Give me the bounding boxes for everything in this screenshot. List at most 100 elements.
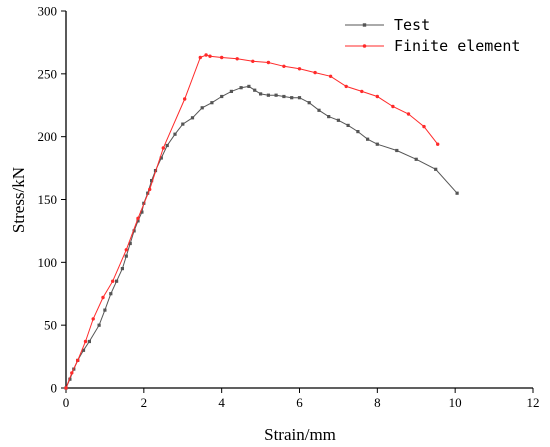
data-point-test (346, 123, 350, 127)
legend-marker-finite-element (362, 44, 367, 48)
data-point-finite-element (111, 279, 115, 283)
data-point-test (282, 94, 286, 99)
data-point-finite-element (91, 317, 95, 321)
data-point-finite-element (328, 74, 333, 79)
data-point-test (336, 118, 340, 122)
data-point-test (253, 88, 257, 92)
y-tick-label: 200 (38, 129, 58, 144)
data-point-finite-element (297, 67, 302, 71)
y-tick-label: 150 (38, 192, 58, 207)
x-tick-label: 8 (374, 395, 381, 410)
data-point-finite-element (183, 97, 187, 101)
data-point-test (109, 292, 113, 296)
data-point-test (395, 148, 399, 153)
data-point-test (356, 130, 360, 134)
legend: Test Finite element (345, 16, 520, 55)
data-point-test (124, 254, 128, 258)
x-tick-label: 4 (218, 395, 225, 410)
data-point-finite-element (204, 53, 208, 57)
data-point-test (290, 96, 294, 100)
data-point-test (173, 132, 177, 136)
data-point-finite-element (70, 371, 74, 375)
data-point-finite-element (148, 187, 152, 192)
data-point-test (87, 339, 91, 344)
data-point-test (375, 142, 379, 146)
data-point-finite-element (436, 142, 440, 146)
legend-label-finite-element: Finite element (394, 37, 520, 55)
data-point-test (247, 84, 251, 88)
data-point-test (366, 137, 370, 141)
y-ticks: 0 50 100 150 200 250 300 (38, 4, 66, 396)
data-point-finite-element (161, 146, 165, 150)
data-point-test (140, 210, 144, 214)
data-point-finite-element (406, 112, 411, 116)
data-point-test (159, 156, 163, 160)
data-point-test (239, 86, 243, 90)
data-point-finite-element (83, 339, 88, 344)
series-layer (64, 53, 459, 390)
x-ticks: 0 2 4 6 8 10 12 (63, 388, 540, 410)
y-tick-label: 300 (38, 4, 58, 19)
x-tick-label: 0 (63, 395, 70, 410)
data-point-finite-element (124, 248, 128, 252)
y-axis-title: Stress/kN (9, 167, 28, 233)
data-point-finite-element (235, 57, 239, 61)
data-point-finite-element (375, 94, 379, 99)
data-point-test (97, 323, 101, 327)
data-point-finite-element (282, 64, 286, 69)
data-point-test (317, 108, 321, 112)
data-point-test (307, 101, 311, 105)
data-point-finite-element (422, 124, 426, 129)
x-tick-label: 10 (449, 395, 462, 410)
data-point-test (414, 157, 418, 161)
y-tick-label: 100 (38, 255, 58, 270)
data-point-finite-element (76, 358, 80, 363)
data-point-finite-element (136, 216, 140, 220)
data-point-test (327, 115, 331, 119)
data-point-test (181, 122, 185, 126)
data-point-finite-element (208, 54, 212, 58)
data-point-test (150, 179, 154, 183)
data-point-test (266, 93, 270, 97)
data-point-finite-element (391, 104, 395, 109)
data-point-test (128, 241, 132, 246)
series-test (64, 84, 459, 390)
x-tick-label: 6 (296, 395, 303, 410)
data-point-test (165, 143, 169, 148)
data-point-test (81, 348, 86, 352)
x-tick-label: 2 (141, 395, 148, 410)
data-point-finite-element (313, 70, 317, 75)
series-finite-element (64, 53, 440, 390)
data-point-finite-element (251, 59, 255, 63)
data-point-finite-element (220, 55, 224, 60)
series-line-finite-element (65, 54, 439, 389)
data-point-test (115, 279, 119, 283)
data-point-finite-element (198, 55, 202, 60)
legend-item-test: Test (345, 16, 430, 34)
data-point-test (259, 92, 263, 96)
data-point-test (274, 93, 278, 97)
legend-marker-test (362, 23, 367, 27)
y-tick-label: 0 (51, 381, 58, 396)
y-tick-label: 250 (38, 66, 58, 81)
data-point-test (103, 308, 107, 312)
data-point-test (200, 106, 204, 110)
data-point-test (434, 167, 438, 171)
legend-label-test: Test (394, 16, 430, 34)
data-point-finite-element (101, 295, 105, 300)
legend-item-finite-element: Finite element (345, 37, 520, 55)
data-point-test (455, 191, 459, 195)
data-point-finite-element (344, 84, 348, 89)
data-point-finite-element (64, 386, 68, 390)
data-point-test (136, 219, 140, 223)
data-point-finite-element (266, 60, 271, 65)
data-point-test (132, 229, 136, 233)
series-line-test (65, 85, 458, 389)
data-point-test (220, 94, 224, 99)
x-tick-label: 12 (527, 395, 540, 410)
data-point-test (210, 101, 214, 105)
data-point-test (229, 89, 233, 93)
data-point-finite-element (360, 89, 364, 94)
x-axis-title: Strain/mm (264, 425, 336, 444)
